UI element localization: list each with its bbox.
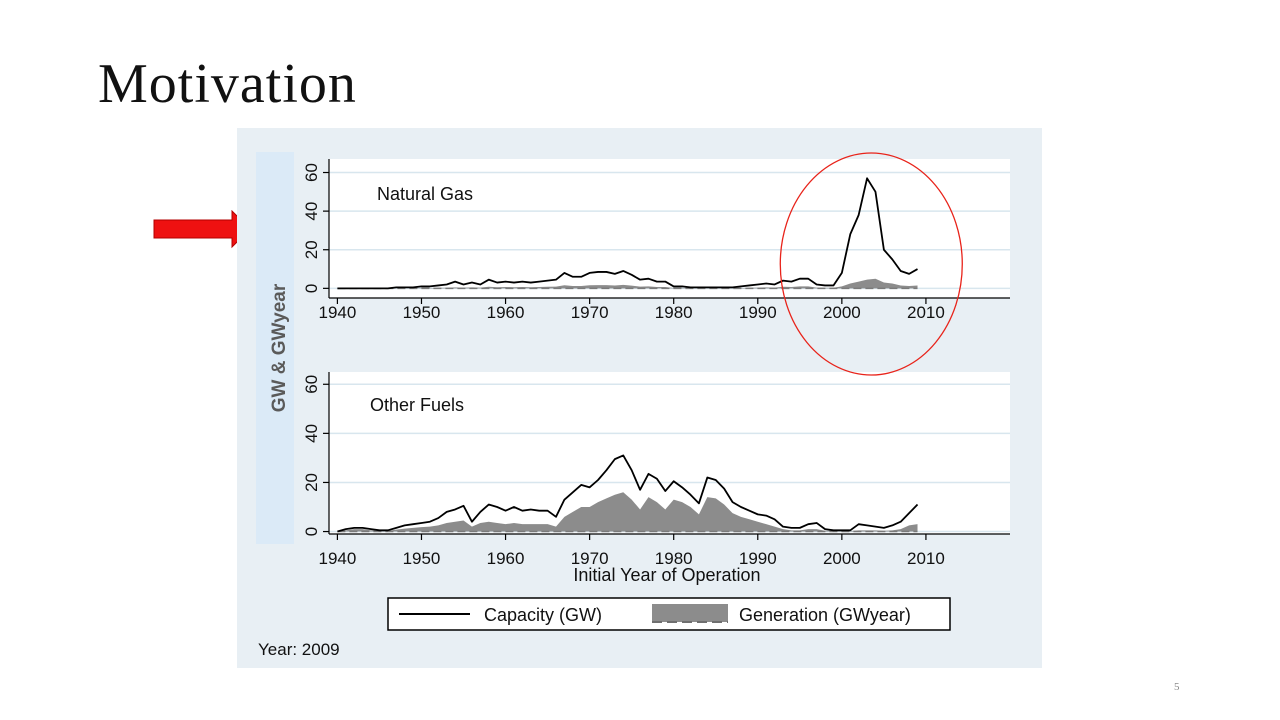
slide-title: Motivation — [98, 53, 357, 115]
legend-capacity-label: Capacity (GW) — [484, 605, 602, 625]
axis-title-band — [256, 152, 294, 544]
panel-label: Other Fuels — [370, 395, 464, 415]
x-tick-label: 1950 — [403, 303, 441, 322]
y-tick-label: 60 — [302, 163, 321, 182]
arrow-shape — [153, 210, 251, 249]
x-tick-label: 1970 — [571, 303, 609, 322]
y-tick-label: 20 — [302, 240, 321, 259]
y-tick-label: 0 — [302, 527, 321, 536]
generation-area — [337, 492, 918, 532]
legend-generation-swatch — [652, 604, 728, 622]
x-tick-label: 1970 — [571, 549, 609, 568]
x-tick-label: 1950 — [403, 549, 441, 568]
figure-panel: GW & GWyear 0 20 40 60 1940 1950 1960 1970 1980 1… — [237, 128, 1042, 668]
x-tick-label: 1980 — [655, 303, 693, 322]
x-tick-label: 1960 — [487, 549, 525, 568]
capacity-line — [337, 454, 919, 533]
x-tick-label: 1940 — [318, 303, 356, 322]
panel-natural-gas: 0 20 40 60 1940 1950 1960 1970 1980 1990 2000 2010 N… — [302, 159, 1010, 322]
capacity-line — [337, 177, 918, 290]
x-axis-title: Initial Year of Operation — [573, 565, 760, 585]
x-tick-label: 1990 — [739, 303, 777, 322]
slide-number: 5 — [1174, 681, 1180, 693]
panel-other-fuels: 0 20 40 60 1940 1950 1960 1970 1980 1990 2000 2010 O… — [302, 372, 1010, 568]
x-tick-label: 1990 — [739, 549, 777, 568]
year-label: Year: 2009 — [258, 640, 340, 659]
x-tick-label: 1980 — [655, 549, 693, 568]
legend-generation-label: Generation (GWyear) — [739, 605, 911, 625]
x-tick-label: 2010 — [907, 549, 945, 568]
x-tick-label: 2010 — [907, 303, 945, 322]
y-tick-label: 0 — [302, 284, 321, 293]
x-tick-label: 2000 — [823, 303, 861, 322]
panel-label: Natural Gas — [377, 184, 473, 204]
legend: Capacity (GW) Generation (GWyear) — [387, 597, 951, 631]
x-tick-label: 1940 — [318, 549, 356, 568]
y-tick-label: 60 — [302, 375, 321, 394]
x-tick-label: 1960 — [487, 303, 525, 322]
x-tick-label: 2000 — [823, 549, 861, 568]
generation-area — [337, 278, 918, 289]
chart-figure: GW & GWyear 0 20 40 60 1940 1950 1960 1970 1980 1… — [256, 152, 1010, 631]
y-tick-label: 20 — [302, 473, 321, 492]
y-tick-label: 40 — [302, 424, 321, 443]
y-tick-label: 40 — [302, 202, 321, 221]
y-axis-title: GW & GWyear — [269, 283, 290, 412]
highlight-circle — [779, 152, 963, 376]
plot-background — [329, 159, 1010, 298]
